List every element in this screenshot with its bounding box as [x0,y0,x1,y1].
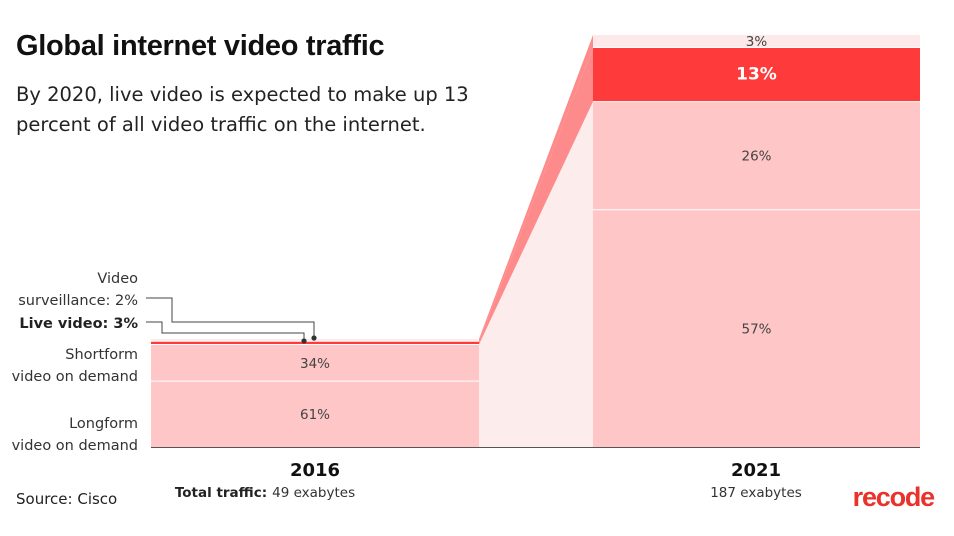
value-label-longform-2021: 57% [741,321,771,337]
label-video-surveillance-line1: Video [97,271,138,287]
label-shortform-line1: Shortform [65,347,138,363]
year-label-2021: 2021 [731,460,781,481]
bar-shortform-2016 [151,344,479,382]
label-video-surveillance-line2: surveillance: 2% [18,293,138,309]
source-note: Source: Cisco [16,490,118,508]
leader-dot-live-video [301,338,307,344]
value-label-shortform-2021: 26% [741,149,771,165]
bar-longform-2021 [593,209,920,447]
leader-line-surveillance [146,297,315,338]
flow-longform [479,209,593,447]
value-label-shortform-2016: 34% [300,356,330,372]
chart-labels: Video surveillance: 2% Live video: 3% Sh… [12,271,802,501]
value-label-live-video-2021: 13% [736,65,777,85]
flow-connectors [479,35,593,447]
chart-title: Global internet video traffic [16,30,385,62]
flow-live-video [479,47,593,345]
bar-longform-2016 [151,381,479,447]
chart-subtitle: By 2020, live video is expected to make … [16,83,469,136]
label-longform-line1: Longform [69,416,138,432]
label-longform-line2: video on demand [12,438,138,454]
label-live-video: Live video: 3% [19,316,138,332]
leader-line-live-video [146,321,305,341]
label-shortform-line2: video on demand [12,369,138,385]
total-traffic-2016: Total traffic: 49 exabytes [175,485,355,501]
total-traffic-label: Total traffic: [175,485,267,501]
bar-live-video-2016 [151,341,479,345]
flow-shortform [479,101,593,382]
recode-logo: recode [852,482,936,512]
year-label-2016: 2016 [290,460,340,481]
bar-live-video-2021 [593,47,920,102]
total-traffic-value-2021: 187 exabytes [710,485,802,501]
value-label-longform-2016: 61% [300,407,330,423]
bars: 61% 34% 57% 26% 13% 3% [151,34,920,448]
bar-shortform-2021 [593,101,920,210]
flow-surveillance [479,35,593,342]
value-label-surveillance-2021: 3% [746,34,768,50]
bar-surveillance-2021 [593,35,920,48]
leader-dot-surveillance [311,335,317,341]
total-traffic-value-2016: 49 exabytes [272,485,355,501]
